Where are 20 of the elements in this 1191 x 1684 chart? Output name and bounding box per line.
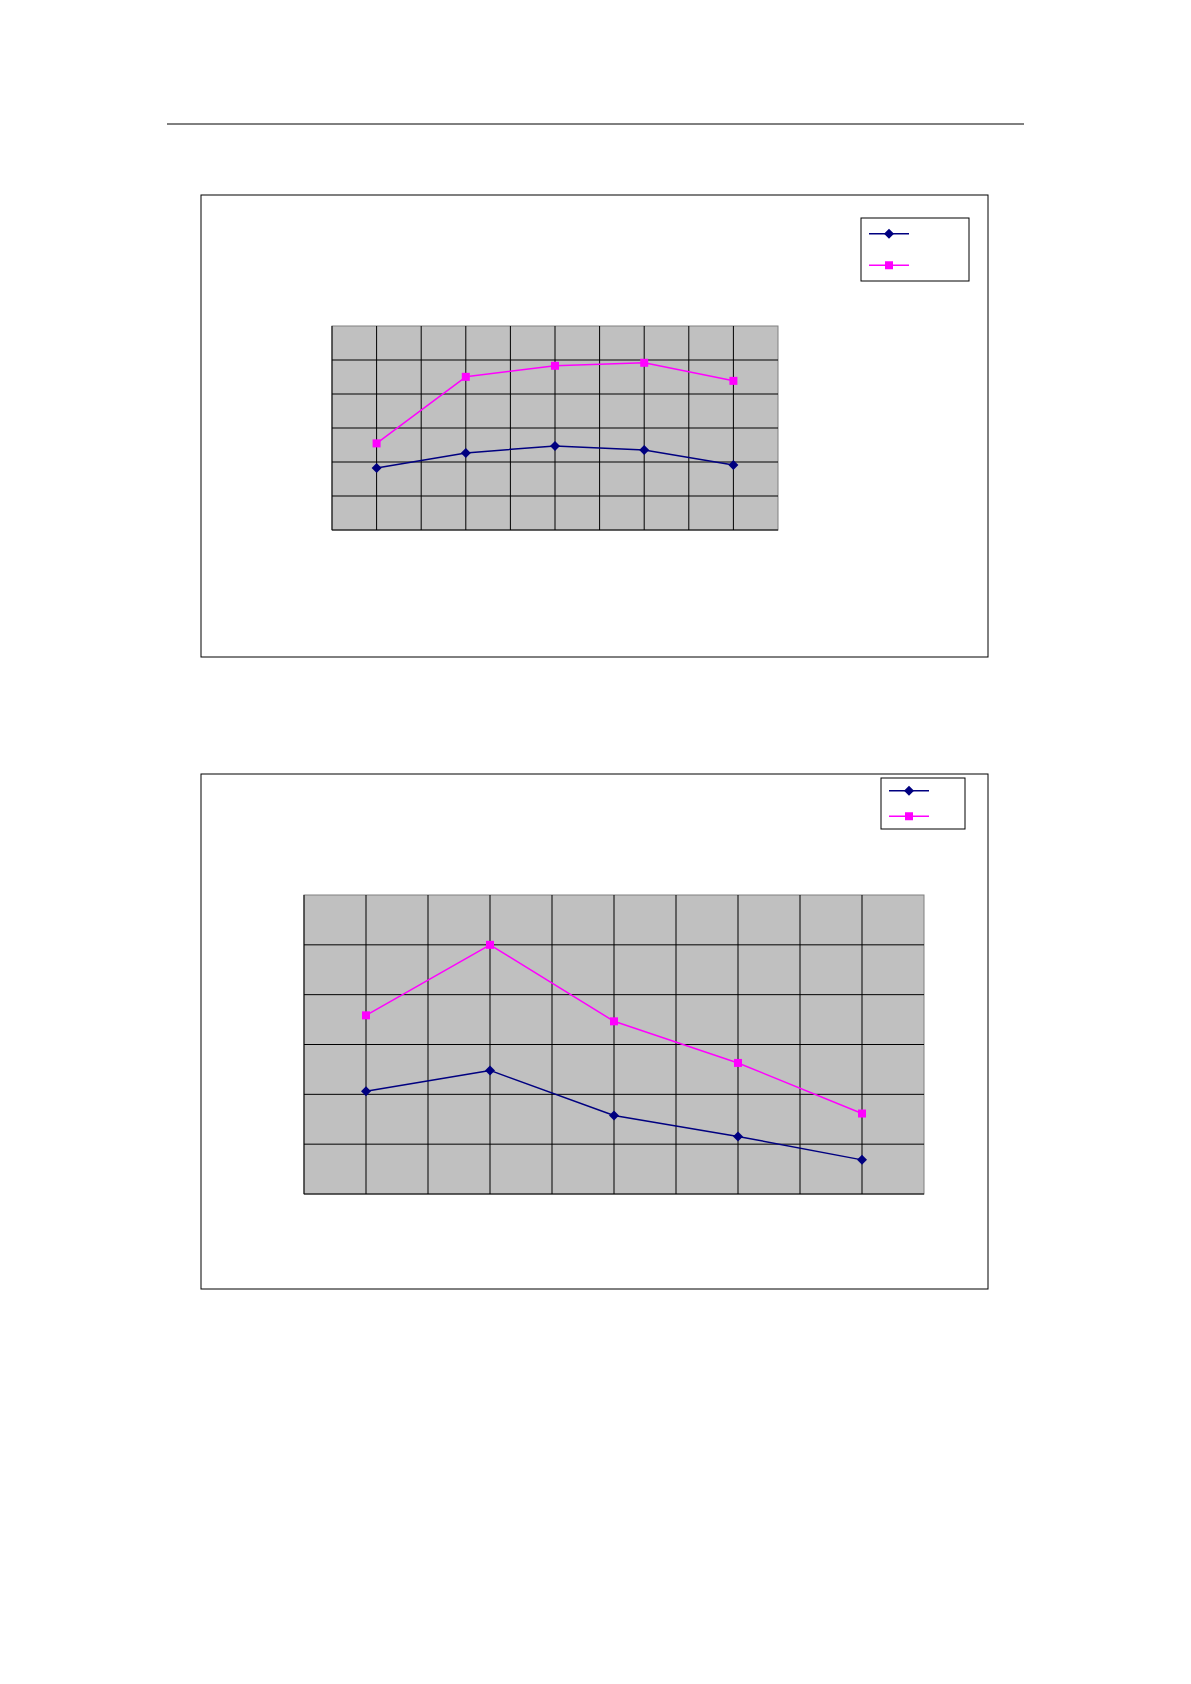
point (610, 1017, 618, 1026)
point (728, 459, 739, 470)
point (461, 372, 470, 381)
point (734, 1058, 742, 1067)
point (372, 439, 381, 448)
point (460, 447, 471, 458)
point (640, 358, 649, 367)
point (551, 361, 559, 370)
point (609, 1110, 619, 1121)
point (729, 376, 738, 385)
point (371, 462, 382, 473)
point (486, 940, 494, 949)
point (857, 1154, 867, 1165)
point (362, 1011, 370, 1020)
point (361, 1086, 371, 1097)
point (550, 440, 560, 451)
point (858, 1109, 866, 1118)
point (485, 1065, 495, 1076)
point (733, 1131, 743, 1142)
point (639, 444, 650, 455)
